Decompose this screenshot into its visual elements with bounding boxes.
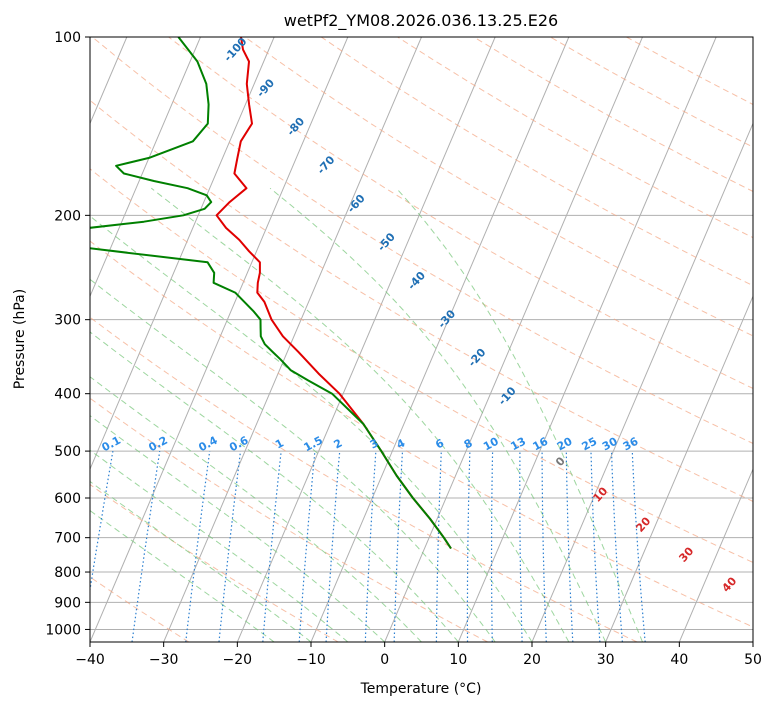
y-tick-label: 200 xyxy=(54,208,81,224)
moist-adiabat-line xyxy=(90,449,349,642)
moist-adiabats xyxy=(90,187,643,642)
mixing-ratio-label: 36 xyxy=(621,435,641,454)
moist-adiabat-line xyxy=(90,215,533,642)
y-tick-label: 900 xyxy=(54,595,81,611)
x-axis: −40 −30 −20 −10 0 10 20 30 40 50 xyxy=(75,642,762,668)
x-tick-label: −30 xyxy=(149,652,179,668)
isobar-grid xyxy=(90,37,753,630)
moist-adiabat-line xyxy=(150,187,570,642)
isotherm-line xyxy=(90,37,275,471)
y-tick-label: 1000 xyxy=(45,622,81,638)
moist-adiabat-line xyxy=(90,278,496,642)
isotherm-line xyxy=(384,37,643,642)
moist-adiabat-line xyxy=(90,509,275,642)
dry-adiabat-line xyxy=(244,37,753,337)
plot-frame xyxy=(89,36,754,643)
y-tick-label: 500 xyxy=(54,444,81,460)
x-tick-label: 20 xyxy=(523,652,541,668)
dry-adiabat-line xyxy=(90,240,753,628)
isotherm-line xyxy=(236,37,496,642)
isotherm-line xyxy=(531,122,753,642)
mixing-ratio-line xyxy=(185,451,211,642)
mixing-ratio-line xyxy=(262,451,282,642)
x-tick-label: −40 xyxy=(75,652,105,668)
y-tick-label: 400 xyxy=(54,387,81,403)
x-axis-title: Temperature (°C) xyxy=(360,681,482,697)
sounding-series xyxy=(90,37,452,550)
moist-adiabat-line xyxy=(90,480,312,642)
moist-adiabat-line xyxy=(395,187,643,642)
y-tick-label: 300 xyxy=(54,313,81,329)
mixing-ratio-line xyxy=(631,451,646,642)
isotherm-line xyxy=(605,295,753,642)
dry-adiabat-line xyxy=(168,37,753,389)
chart-title: wetPf2_YM08.2026.036.13.25.E26 xyxy=(284,11,558,31)
isotherm-line xyxy=(163,37,422,642)
dry-adiabat-line xyxy=(90,316,638,642)
mixing-ratio-lines xyxy=(90,450,646,642)
mixing-ratio-label: 13 xyxy=(508,435,528,454)
isotherm-line xyxy=(90,37,201,298)
dewpoint-line xyxy=(90,37,452,550)
mixing-ratio-label: 30 xyxy=(600,435,620,454)
y-tick-label: 100 xyxy=(54,30,81,46)
dry-adiabats xyxy=(90,37,753,642)
y-tick-label: 800 xyxy=(54,565,81,581)
mixing-ratio-label: 16 xyxy=(531,435,551,454)
x-tick-label: 0 xyxy=(380,652,389,668)
x-tick-label: −10 xyxy=(296,652,326,668)
mixing-ratio-label: 25 xyxy=(580,435,600,454)
dry-adiabat-line xyxy=(91,37,753,445)
dry-adiabat-line xyxy=(90,99,753,502)
y-tick-label: 700 xyxy=(54,531,81,547)
y-tick-label: 600 xyxy=(54,491,81,507)
isotherm-line xyxy=(678,467,753,642)
moist-adiabat-line xyxy=(90,331,459,642)
mixing-ratio-line xyxy=(90,450,114,594)
mixing-ratio-line xyxy=(298,451,316,642)
dry-adiabat-line xyxy=(90,168,753,563)
x-tick-label: −20 xyxy=(223,652,253,668)
y-axis-title: Pressure (hPa) xyxy=(12,289,28,389)
x-tick-label: 50 xyxy=(744,652,762,668)
moist-adiabat-line xyxy=(90,376,422,642)
moist-adiabat-line xyxy=(90,415,386,642)
mixing-ratio-line xyxy=(131,451,161,642)
isotherm-line xyxy=(457,37,717,642)
x-tick-label: 40 xyxy=(670,652,688,668)
dry-adiabat-line xyxy=(90,483,339,642)
x-tick-label: 10 xyxy=(449,652,467,668)
moist-adiabat-line xyxy=(269,187,607,642)
y-axis: 100 200 300 400 500 600 700 800 900 1000 xyxy=(45,30,90,638)
mixing-ratio-line xyxy=(218,451,242,642)
mixing-ratio-label: 10 xyxy=(481,435,501,454)
x-tick-label: 30 xyxy=(597,652,615,668)
mixing-ratio-label: 20 xyxy=(555,435,575,454)
